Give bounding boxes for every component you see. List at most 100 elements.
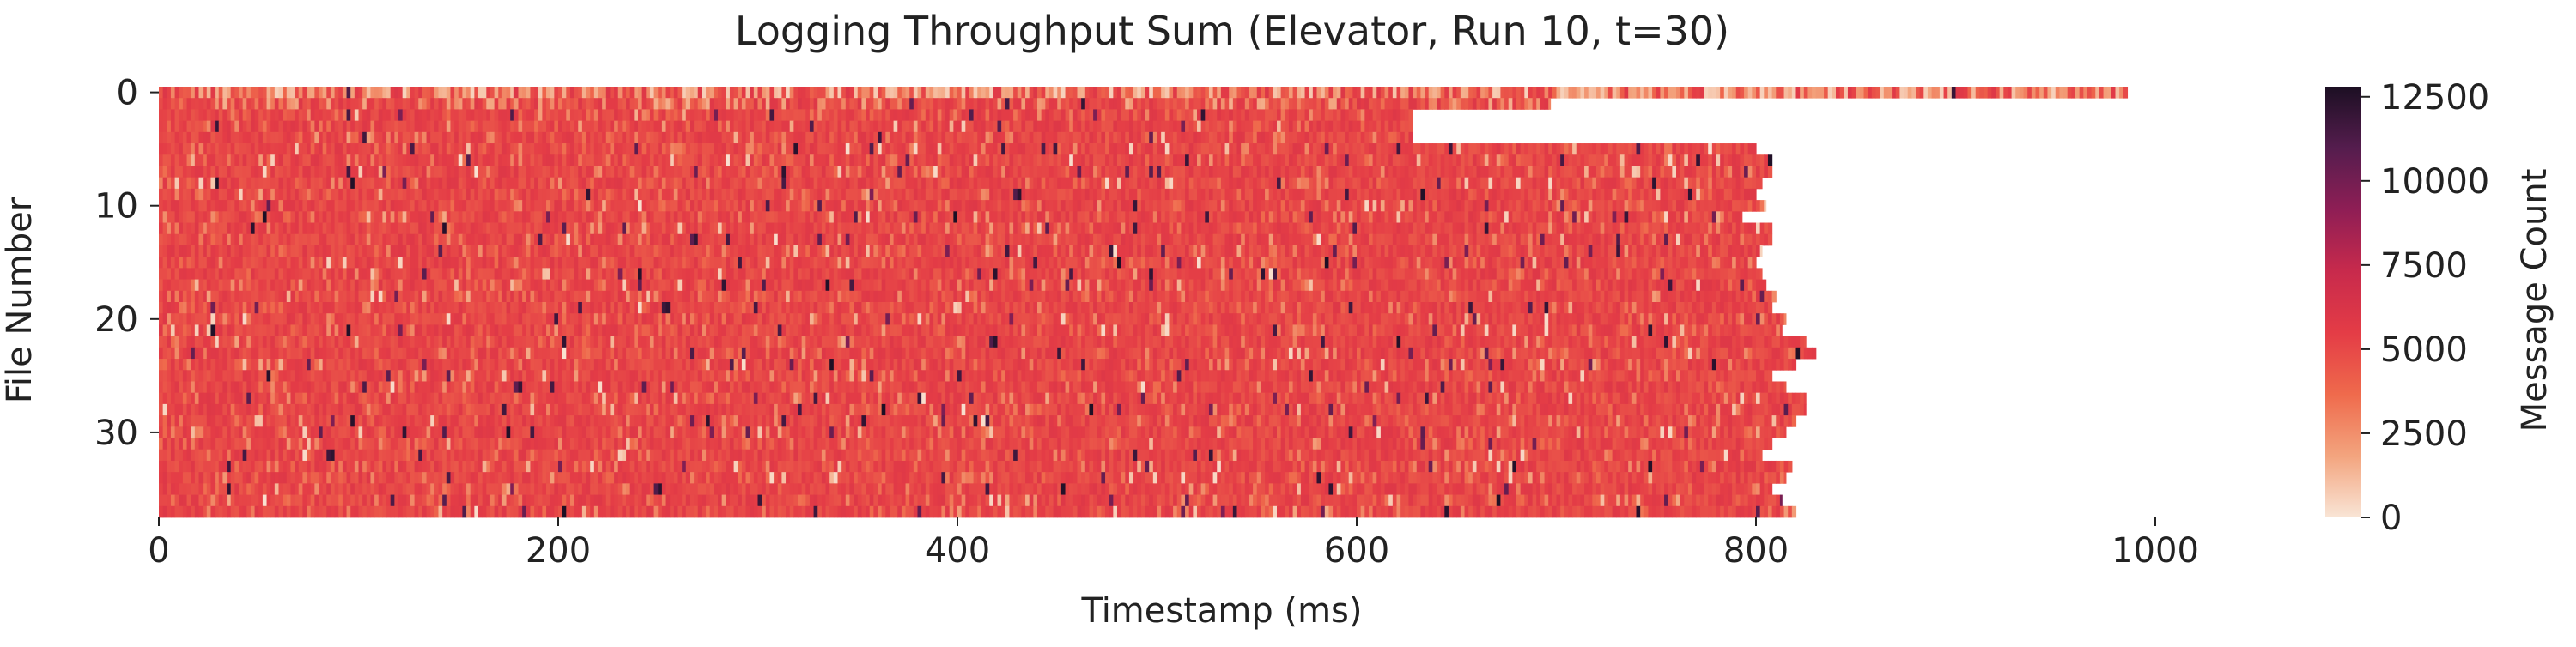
heatmap-cell	[1488, 154, 1493, 166]
heatmap-cell	[1109, 143, 1114, 155]
heatmap-cell	[1640, 200, 1645, 212]
heatmap-cell	[1065, 154, 1070, 166]
heatmap-cell	[501, 200, 507, 212]
heatmap-cell	[310, 143, 315, 155]
heatmap-cell	[586, 166, 591, 178]
heatmap-cell	[757, 109, 762, 122]
heatmap-cell	[1208, 87, 1214, 99]
heatmap-cell	[789, 131, 794, 144]
heatmap-cell	[438, 211, 443, 223]
heatmap-cell	[278, 211, 283, 223]
heatmap-cell	[218, 98, 223, 110]
heatmap-cell	[1596, 177, 1601, 190]
heatmap-cell	[1309, 166, 1314, 178]
heatmap-cell	[398, 143, 404, 155]
heatmap-cell	[1516, 98, 1522, 110]
heatmap-cell	[793, 177, 799, 190]
heatmap-cell	[1676, 143, 1681, 155]
heatmap-cell	[869, 120, 874, 133]
heatmap-cell	[278, 98, 283, 110]
heatmap-cell	[458, 131, 463, 144]
heatmap-cell	[302, 177, 307, 190]
heatmap-cell	[786, 87, 791, 99]
heatmap-cell	[350, 177, 355, 190]
heatmap-cell	[314, 131, 319, 144]
heatmap-cell	[1788, 87, 1793, 99]
heatmap-cell	[506, 200, 511, 212]
heatmap-cell	[1128, 131, 1134, 144]
heatmap-cell	[1241, 154, 1246, 166]
heatmap-cell	[729, 131, 735, 144]
heatmap-cell	[258, 188, 264, 201]
heatmap-cell	[334, 154, 339, 166]
heatmap-cell	[1744, 154, 1749, 166]
heatmap-cell	[1249, 98, 1254, 110]
heatmap-cell	[274, 188, 280, 201]
heatmap-cell	[829, 109, 835, 122]
heatmap-cell	[1277, 188, 1282, 201]
heatmap-cell	[1600, 87, 1605, 99]
heatmap-cell	[1164, 166, 1170, 178]
heatmap-cell	[598, 120, 603, 133]
heatmap-cell	[394, 109, 399, 122]
heatmap-cell	[709, 98, 714, 110]
heatmap-cell	[1656, 143, 1661, 155]
heatmap-cell	[569, 120, 575, 133]
heatmap-cell	[750, 143, 755, 155]
heatmap-cell	[227, 166, 232, 178]
heatmap-cell	[1173, 154, 1178, 166]
heatmap-cell	[638, 200, 643, 212]
heatmap-cell	[1285, 166, 1290, 178]
heatmap-cell	[482, 120, 487, 133]
heatmap-cell	[825, 120, 830, 133]
heatmap-cell	[1101, 131, 1106, 144]
heatmap-cell	[362, 131, 368, 144]
heatmap-cell	[239, 222, 244, 235]
heatmap-cell	[949, 166, 954, 178]
heatmap-cell	[170, 87, 176, 99]
heatmap-cell	[997, 131, 1002, 144]
heatmap-cell	[198, 200, 204, 212]
heatmap-cell	[542, 154, 547, 166]
heatmap-cell	[1444, 98, 1449, 110]
heatmap-cell	[1285, 154, 1290, 166]
heatmap-cell	[786, 131, 791, 144]
heatmap-cell	[194, 177, 200, 190]
heatmap-cell	[598, 98, 603, 110]
heatmap-cell	[1684, 143, 1689, 155]
heatmap-cell	[1452, 87, 1457, 99]
heatmap-cell	[402, 177, 407, 190]
heatmap-cell	[1552, 222, 1558, 235]
heatmap-cell	[394, 166, 399, 178]
heatmap-cell	[581, 120, 587, 133]
heatmap-cell	[841, 222, 847, 235]
heatmap-cell	[1117, 143, 1122, 155]
heatmap-cell	[1133, 87, 1138, 99]
heatmap-cell	[1747, 177, 1753, 190]
heatmap-cell	[1200, 166, 1206, 178]
heatmap-cell	[1357, 154, 1362, 166]
heatmap-cell	[1324, 200, 1330, 212]
heatmap-cell	[1607, 188, 1613, 201]
heatmap-cell	[1164, 154, 1170, 166]
heatmap-cell	[1720, 188, 1725, 201]
heatmap-cell	[1161, 188, 1166, 201]
heatmap-cell	[793, 154, 799, 166]
heatmap-cell	[610, 222, 615, 235]
heatmap-cell	[1680, 143, 1685, 155]
heatmap-cell	[1005, 143, 1011, 155]
heatmap-cell	[845, 200, 851, 212]
heatmap-cell	[694, 154, 699, 166]
heatmap-cell	[1607, 87, 1613, 99]
heatmap-cell	[326, 131, 331, 144]
heatmap-cell	[326, 143, 331, 155]
heatmap-cell	[1348, 98, 1353, 110]
heatmap-cell	[2075, 87, 2081, 99]
heatmap-cell	[1220, 211, 1226, 223]
heatmap-cell	[1193, 166, 1198, 178]
heatmap-cell	[290, 200, 295, 212]
heatmap-cell	[1336, 200, 1341, 212]
heatmap-cell	[649, 143, 655, 155]
heatmap-cell	[718, 222, 723, 235]
heatmap-cell	[1161, 211, 1166, 223]
